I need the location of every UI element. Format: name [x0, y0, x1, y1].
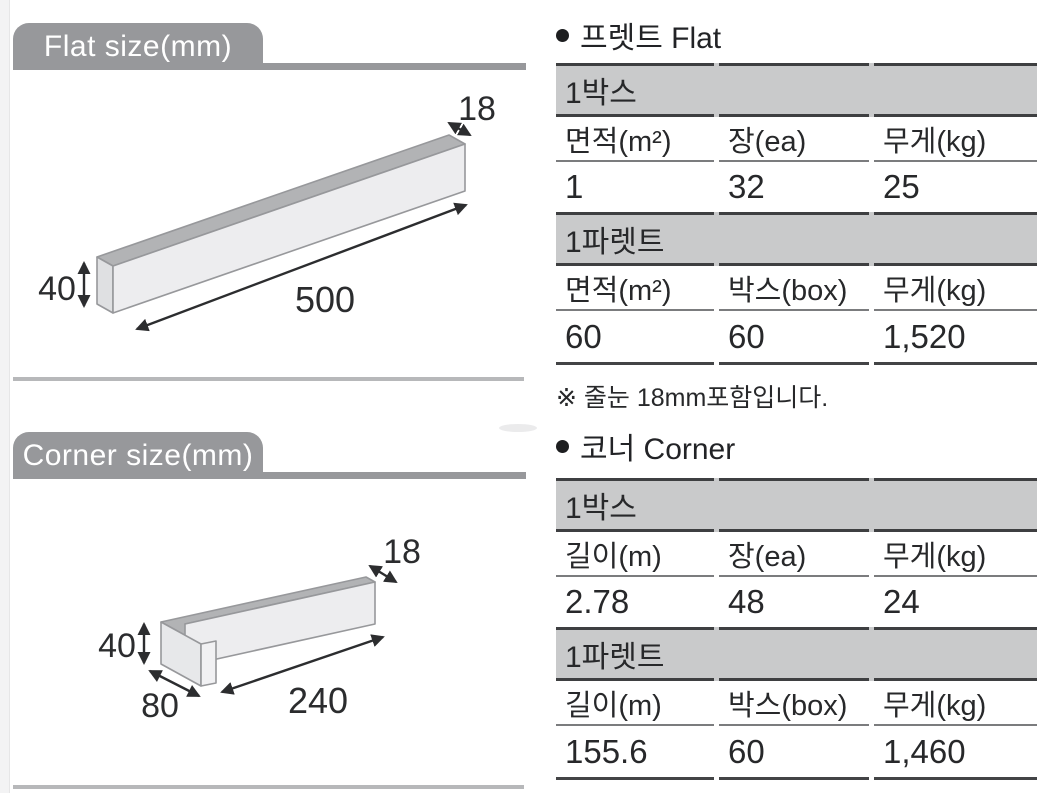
flat-thickness-arrow: [447, 121, 472, 137]
corner-box-value-row: 2.78 48 24: [556, 577, 1037, 627]
corner-spec-heading: 코너 Corner: [556, 429, 735, 466]
band-spacer: [719, 212, 869, 266]
column-header: 면적(m²): [556, 117, 714, 162]
corner-brick-end-face: [200, 640, 217, 687]
band-spacer: [719, 627, 869, 681]
corner-pallet-header-row: 길이(m) 박스(box) 무게(kg): [556, 681, 1037, 726]
bullet-icon: [556, 439, 569, 453]
corner-box-header-row: 길이(m) 장(ea) 무게(kg): [556, 532, 1037, 577]
column-header: 길이(m): [556, 681, 714, 726]
flat-box-band-row: 1박스: [556, 63, 1037, 117]
joint-note: ※ 줄눈 18mm포함입니다.: [556, 384, 829, 412]
section-divider-corner: [13, 785, 524, 789]
table-cell: 155.6: [556, 726, 714, 780]
table-cell: 60: [719, 726, 869, 780]
flat-brick-end-face: [96, 256, 114, 314]
column-header: 무게(kg): [874, 532, 1037, 577]
corner-spec-heading-label: 코너 Corner: [580, 433, 736, 466]
corner-height-label: 40: [98, 627, 136, 665]
band-label: 1파렛트: [556, 212, 714, 266]
bullet-icon: [556, 28, 569, 42]
flat-height-label: 40: [38, 270, 76, 308]
band-spacer: [874, 478, 1037, 532]
table-cell: 2.78: [565, 583, 630, 620]
band-label: 1박스: [556, 478, 714, 532]
corner-thickness-arrow: [368, 564, 398, 584]
table-cell: 25: [883, 168, 920, 205]
flat-thickness-label: 18: [458, 90, 496, 128]
flat-spec-heading: 프렛트 Flat: [556, 18, 721, 55]
column-header: 박스(box): [719, 266, 869, 311]
table-cell: 24: [883, 583, 920, 620]
corner-thickness-label: 18: [383, 533, 421, 571]
column-header: 장(ea): [719, 532, 869, 577]
flat-pallet-band-row: 1파렛트: [556, 212, 1037, 266]
corner-length-arrow: [220, 634, 385, 695]
corner-length-label: 240: [288, 680, 348, 721]
table-cell: 1: [565, 168, 584, 205]
corner-return-label: 80: [141, 687, 179, 725]
flat-length-arrow: [135, 202, 468, 332]
corner-box-band-row: 1박스: [556, 478, 1037, 532]
band-spacer: [719, 63, 869, 117]
flat-size-badge: Flat size(mm): [13, 23, 263, 70]
corner-size-badge-bar: [13, 472, 526, 479]
corner-return-arrow: [148, 669, 201, 698]
column-header: 무게(kg): [874, 117, 1037, 162]
band-spacer: [874, 212, 1037, 266]
flat-size-badge-bar: [13, 63, 526, 70]
band-spacer: [719, 478, 869, 532]
corner-size-badge: Corner size(mm): [13, 432, 263, 479]
flat-spec-table: 1박스 면적(m²) 장(ea) 무게(kg) 1 32 25 1파렛트 면적(…: [556, 63, 1037, 365]
table-cell: 1,520: [874, 311, 1037, 365]
flat-box-value-row: 1 32 25: [556, 162, 1037, 212]
section-divider-flat: [13, 377, 524, 381]
table-cell: 60: [556, 311, 714, 365]
corner-spec-table: 1박스 길이(m) 장(ea) 무게(kg) 2.78 48 24 1파렛트 길…: [556, 478, 1037, 780]
band-spacer: [874, 627, 1037, 681]
corner-size-badge-label: Corner size(mm): [22, 438, 254, 472]
table-cell: 32: [728, 168, 765, 205]
table-cell: 48: [728, 583, 765, 620]
table-cell: 60: [719, 311, 869, 365]
corner-pallet-value-row: 155.6 60 1,460: [556, 726, 1037, 780]
flat-box-header-row: 면적(m²) 장(ea) 무게(kg): [556, 117, 1037, 162]
column-header: 장(ea): [719, 117, 869, 162]
flat-brick-diagram: 40 500 18: [38, 90, 496, 332]
flat-spec-heading-label: 프렛트 Flat: [580, 22, 722, 55]
band-label: 1박스: [556, 63, 714, 117]
corner-pallet-band-row: 1파렛트: [556, 627, 1037, 681]
scan-smudge-artifact: [499, 424, 537, 432]
table-cell: 1,460: [874, 726, 1037, 780]
flat-length-label: 500: [295, 279, 355, 320]
flat-pallet-value-row: 60 60 1,520: [556, 311, 1037, 365]
flat-pallet-header-row: 면적(m²) 박스(box) 무게(kg): [556, 266, 1037, 311]
flat-size-badge-label: Flat size(mm): [43, 29, 233, 63]
corner-brick-diagram: 40 80 240 18: [98, 533, 421, 725]
band-spacer: [874, 63, 1037, 117]
column-header: 길이(m): [556, 532, 714, 577]
column-header: 면적(m²): [556, 266, 714, 311]
column-header: 무게(kg): [874, 266, 1037, 311]
band-label: 1파렛트: [556, 627, 714, 681]
page-edge-strip: [0, 0, 10, 793]
column-header: 무게(kg): [874, 681, 1037, 726]
column-header: 박스(box): [719, 681, 869, 726]
flat-brick-front-face: [112, 143, 466, 314]
